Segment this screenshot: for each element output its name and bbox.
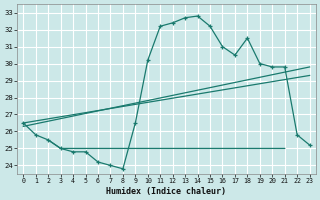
X-axis label: Humidex (Indice chaleur): Humidex (Indice chaleur)	[107, 187, 227, 196]
